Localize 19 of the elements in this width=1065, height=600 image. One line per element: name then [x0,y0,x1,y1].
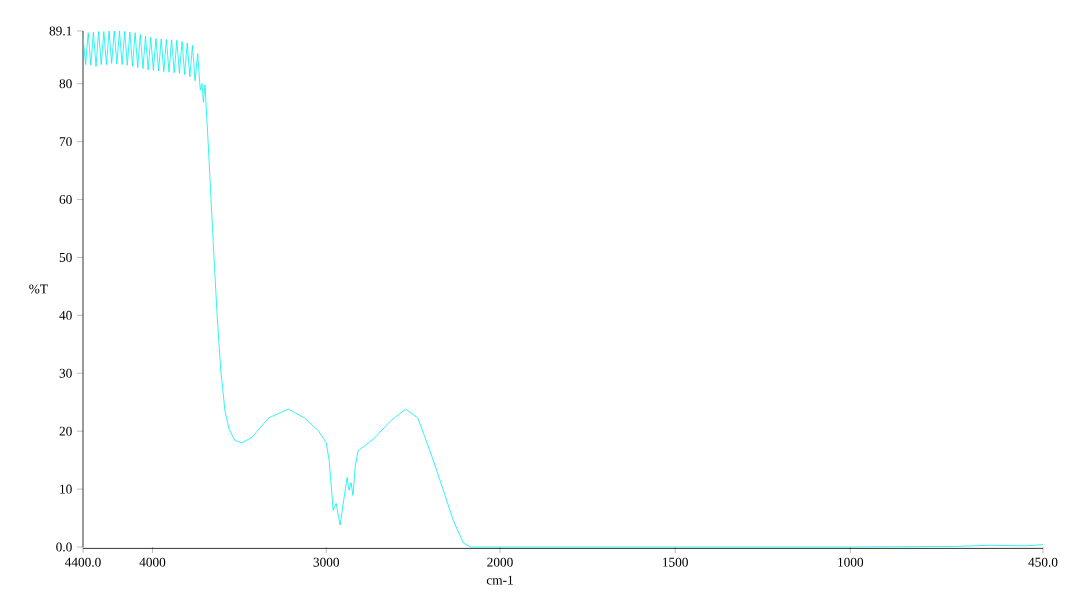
y-axis-title: %T [29,284,48,294]
x-axis-title: cm-1 [486,575,513,585]
x-tick-label: 3000 [313,557,340,567]
y-tick-label: 20 [59,426,72,436]
y-tick-label: 40 [59,310,72,320]
y-tick-label: 70 [59,137,72,147]
x-tick-label: 1000 [838,557,864,567]
x-tick-label: 4400.0 [64,557,101,567]
y-tick-label: 50 [59,252,72,262]
y-tick-label: 10 [60,484,72,494]
x-tick-label: 4000 [139,557,166,567]
y-tick-label: 30 [59,368,72,378]
x-tick-label: 2000 [487,557,513,567]
y-tick-label: 80 [59,79,72,89]
y-tick-label: 89.1 [49,26,72,36]
x-tick-label: 450.0 [1028,557,1058,567]
y-tick-label: 0.0 [56,542,72,552]
x-tick-label: 1500 [663,557,688,567]
y-tick-label: 60 [59,195,72,204]
